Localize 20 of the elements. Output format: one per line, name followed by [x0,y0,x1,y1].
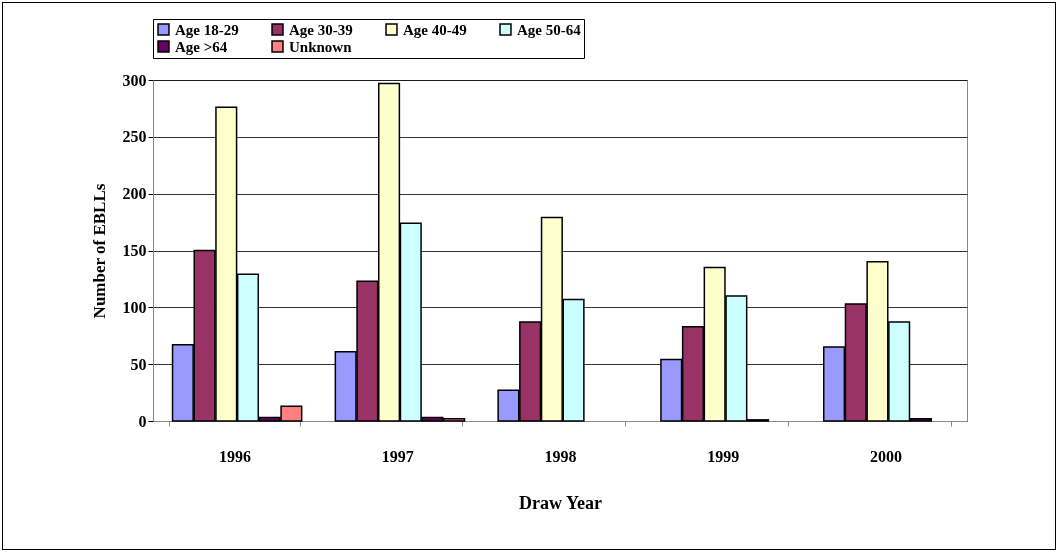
x-tick-label: 1999 [707,447,740,465]
x-tick-label: 2000 [870,447,903,465]
y-tick-label: 0 [138,412,147,430]
legend-label: Age 18-29 [175,21,239,38]
legend-label: Unknown [289,38,353,55]
legend-label: Age 30-39 [289,21,353,38]
x-tick-label: 1998 [544,447,577,465]
y-tick-label: 50 [130,355,147,373]
y-tick-label: 150 [122,242,147,259]
x-tick-label: 1997 [381,447,414,465]
y-tick-label: 300 [122,71,147,89]
y-tick-label: 250 [122,128,147,146]
x-axis-title: Draw Year [519,492,602,513]
legend-label: Age 40-49 [403,21,467,38]
y-tick-label: 200 [122,185,147,203]
y-axis-title: Number of EBLLs [89,183,109,319]
legend-label: Age >64 [175,38,228,55]
x-tick-label: 1996 [218,447,251,465]
y-tick-label: 100 [122,298,147,316]
legend-label: Age 50-64 [517,21,582,38]
